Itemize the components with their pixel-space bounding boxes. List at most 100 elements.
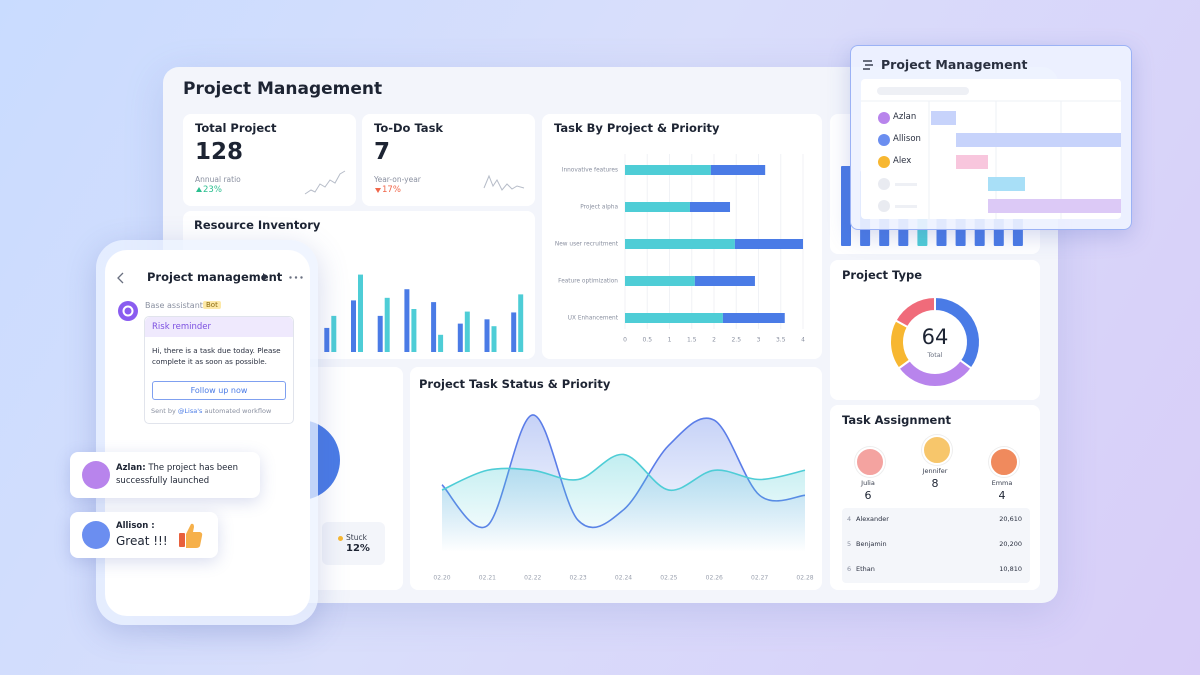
x-tick-label: 02.20 (433, 575, 450, 582)
x-tick-label: 4 (801, 337, 805, 344)
footer-mention: @Lisa's (177, 407, 203, 415)
phone-screen: Project management Base assistant Bot Ri… (105, 250, 310, 616)
gantt-body: Azlan Allison Alex (861, 79, 1121, 219)
sparkline (304, 170, 346, 195)
bar-segment (734, 239, 803, 249)
avatar (82, 521, 110, 549)
gantt-name: Allison (893, 134, 921, 144)
more-button[interactable] (289, 276, 303, 279)
x-tick-label: 02.21 (479, 575, 496, 582)
bar (438, 334, 444, 352)
sparkline (483, 174, 525, 191)
bar-segment (689, 202, 731, 212)
ratio-label: Annual ratio (195, 175, 241, 184)
person-count: 8 (931, 477, 939, 490)
card-title: To-Do Task (374, 121, 444, 135)
x-tick-label: 0.5 (642, 337, 652, 344)
donut-chart: 64 Total (889, 295, 981, 388)
bar-segment (625, 239, 735, 249)
dashboard-title: Project Management (183, 79, 383, 99)
project-type-card: Project Type 64 Total (830, 260, 1040, 400)
assistant-icon (118, 301, 138, 321)
bar (404, 289, 410, 352)
card-title: Task By Project & Priority (554, 121, 720, 135)
bar-segment (710, 165, 766, 175)
x-tick-label: 02.27 (751, 575, 768, 582)
card-value: 7 (374, 139, 391, 165)
x-tick-label: 3.5 (776, 337, 786, 344)
y-tick-label: New user recruitment (555, 242, 619, 248)
task-assignment-card: Task Assignment Julia 6 Jennifer 8 Emma 4 4 Ale… (830, 405, 1040, 590)
x-tick-label: 2 (712, 337, 716, 344)
bar-segment (625, 165, 711, 175)
donut-segment (894, 295, 936, 329)
bar (457, 323, 463, 352)
gantt-name: Azlan (893, 112, 917, 122)
person-name: Jennifer (922, 467, 948, 475)
bar-segment (625, 313, 723, 323)
rank: 5 (847, 540, 852, 548)
card-title: Project Type (842, 268, 923, 282)
reminder-header (145, 317, 293, 337)
card-title: Total Project (195, 121, 277, 135)
avatar (82, 461, 110, 489)
x-tick-label: 0 (623, 337, 627, 344)
chat-text: Great !!! (116, 534, 168, 548)
y-tick-label: UX Enhancement (568, 316, 619, 322)
reminder-message: Hi, there is a task due today. Please co… (152, 346, 281, 366)
ratio-value: 17% (382, 185, 401, 195)
bar-segment (625, 202, 690, 212)
gantt-name: Alex (893, 156, 912, 166)
bar-segment (625, 276, 695, 286)
person-count: 4 (998, 489, 1006, 502)
x-tick-label: 2.5 (731, 337, 741, 344)
gantt-icon (863, 60, 873, 70)
back-button[interactable] (117, 272, 125, 284)
y-tick-label: Feature optimization (558, 279, 618, 285)
x-tick-label: 1 (668, 337, 672, 344)
x-tick-label: 02.24 (615, 575, 632, 582)
todo-card: To-Do Task 7 Year-on-year 17% (362, 114, 535, 206)
gantt-panel: Project Management Azlan Allison Alex (850, 45, 1132, 230)
reminder-title: Risk reminder (152, 322, 212, 332)
legend-dot (338, 536, 343, 541)
ratio-label: Year-on-year (374, 175, 421, 184)
line (441, 453, 806, 491)
x-tick-label: 02.26 (706, 575, 723, 582)
legend-value: 12% (346, 543, 370, 554)
card-title: Task Assignment (842, 413, 952, 427)
person-name: Julia (861, 479, 875, 487)
rank: 4 (847, 515, 852, 523)
phone-title: Project management (147, 270, 283, 284)
bar (518, 294, 524, 352)
ranking-table (842, 508, 1030, 583)
chat-bubble: Allison : Great !!! (70, 512, 218, 558)
legend-box (322, 522, 385, 565)
bar (331, 315, 337, 352)
y-tick-label: Project alpha (580, 205, 618, 211)
chat-name: Azlan: (116, 463, 146, 473)
follow-up-button[interactable]: Follow up now (152, 381, 286, 400)
x-tick-label: 3 (757, 337, 761, 344)
row-value: 20,200 (999, 540, 1022, 548)
down-arrow (375, 188, 381, 193)
avatar (922, 435, 952, 465)
row-value: 20,610 (999, 515, 1022, 523)
avatar (989, 447, 1019, 477)
footer-suffix: automated workflow (204, 407, 272, 415)
assistant-name: Base assistant (145, 301, 203, 310)
rank: 6 (847, 565, 852, 573)
gantt-title: Project Management (881, 57, 1028, 72)
area-fill (442, 454, 805, 552)
row-name: Alexander (856, 515, 889, 523)
bar-segment (722, 313, 785, 323)
x-tick-label: 1.5 (687, 337, 697, 344)
legend-label: Stuck (346, 533, 367, 542)
ratio-value: 23% (203, 185, 222, 195)
reminder-card: Risk reminder Hi, there is a task due to… (144, 316, 294, 424)
x-tick-label: 02.23 (570, 575, 587, 582)
gantt-grid (861, 100, 1121, 219)
bar (324, 327, 330, 352)
center-value: 64 (922, 325, 949, 349)
